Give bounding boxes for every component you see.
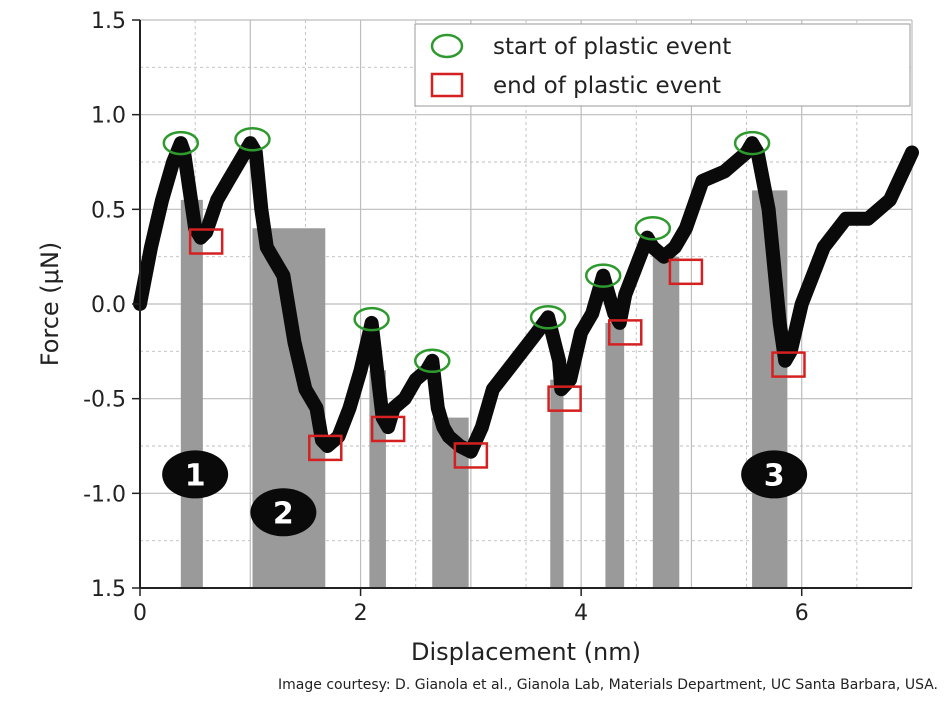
x-axis-title: Displacement (nm): [411, 638, 641, 666]
end-marker: [188, 228, 224, 255]
legend-start-symbol: [430, 33, 464, 59]
legend-end-symbol: [430, 72, 464, 98]
x-tick-label: 2: [354, 601, 368, 626]
event-badge-label: 1: [185, 458, 206, 493]
y-tick-label: 1.5: [91, 577, 126, 602]
end-marker: [771, 351, 806, 378]
end-marker: [370, 415, 406, 443]
legend-box: [414, 23, 911, 107]
image-credit: Image courtesy: D. Gianola et al., Giano…: [278, 677, 938, 693]
end-marker: [453, 442, 489, 469]
y-tick-label: 1.0: [91, 104, 126, 129]
event-badge-label: 3: [764, 458, 785, 493]
shaded-band: [550, 379, 564, 588]
shaded-band: [652, 256, 680, 588]
legend-end-label: end of plastic event: [493, 73, 721, 99]
y-tick-label: 0.5: [91, 198, 126, 223]
start-marker: [584, 263, 622, 288]
start-marker: [634, 216, 672, 241]
y-tick-label: 1.5: [91, 9, 126, 34]
end-marker: [308, 434, 343, 462]
legend-start-label: start of plastic event: [493, 34, 731, 60]
event-badge-label: 2: [273, 496, 294, 531]
force-curve: [133, 136, 919, 459]
start-marker: [162, 130, 200, 156]
x-tick-label: 0: [133, 601, 147, 626]
start-marker: [733, 130, 771, 156]
shaded-band: [605, 322, 625, 588]
end-marker: [668, 258, 704, 286]
x-tick-label: 4: [574, 601, 588, 626]
y-tick-label: 0.0: [91, 293, 126, 318]
shaded-band: [180, 199, 203, 588]
end-marker: [547, 385, 582, 412]
end-marker: [608, 319, 643, 346]
y-tick-label: -0.5: [83, 388, 126, 413]
y-axis-title: Force (μN): [36, 242, 64, 367]
event-badge: [250, 488, 317, 537]
event-badge: [162, 450, 229, 499]
start-marker: [353, 306, 390, 332]
y-tick-label: -1.0: [83, 482, 126, 507]
x-tick-label: 6: [795, 601, 809, 626]
start-marker: [234, 127, 271, 152]
start-marker: [529, 305, 567, 330]
event-badge: [741, 450, 808, 499]
start-marker: [414, 348, 451, 374]
